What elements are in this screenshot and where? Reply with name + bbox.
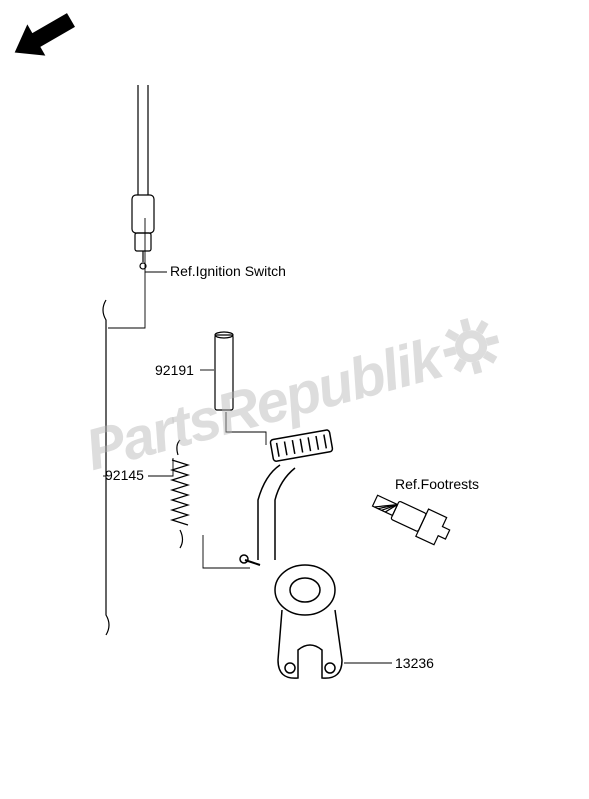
- tube-92191: [215, 332, 233, 410]
- label-13236: 13236: [395, 655, 434, 671]
- footrest-ref: [369, 487, 454, 548]
- spring-92145: [172, 440, 188, 548]
- brake-pedal: [240, 430, 342, 679]
- label-ignition-switch: Ref.Ignition Switch: [170, 263, 286, 279]
- label-92191: 92191: [155, 362, 194, 378]
- nav-arrow: [6, 4, 80, 68]
- ignition-rod: [132, 85, 154, 269]
- label-92145: 92145: [105, 467, 144, 483]
- leader-lines: [103, 218, 392, 663]
- parts-diagram: [0, 0, 589, 799]
- label-footrests: Ref.Footrests: [395, 476, 479, 492]
